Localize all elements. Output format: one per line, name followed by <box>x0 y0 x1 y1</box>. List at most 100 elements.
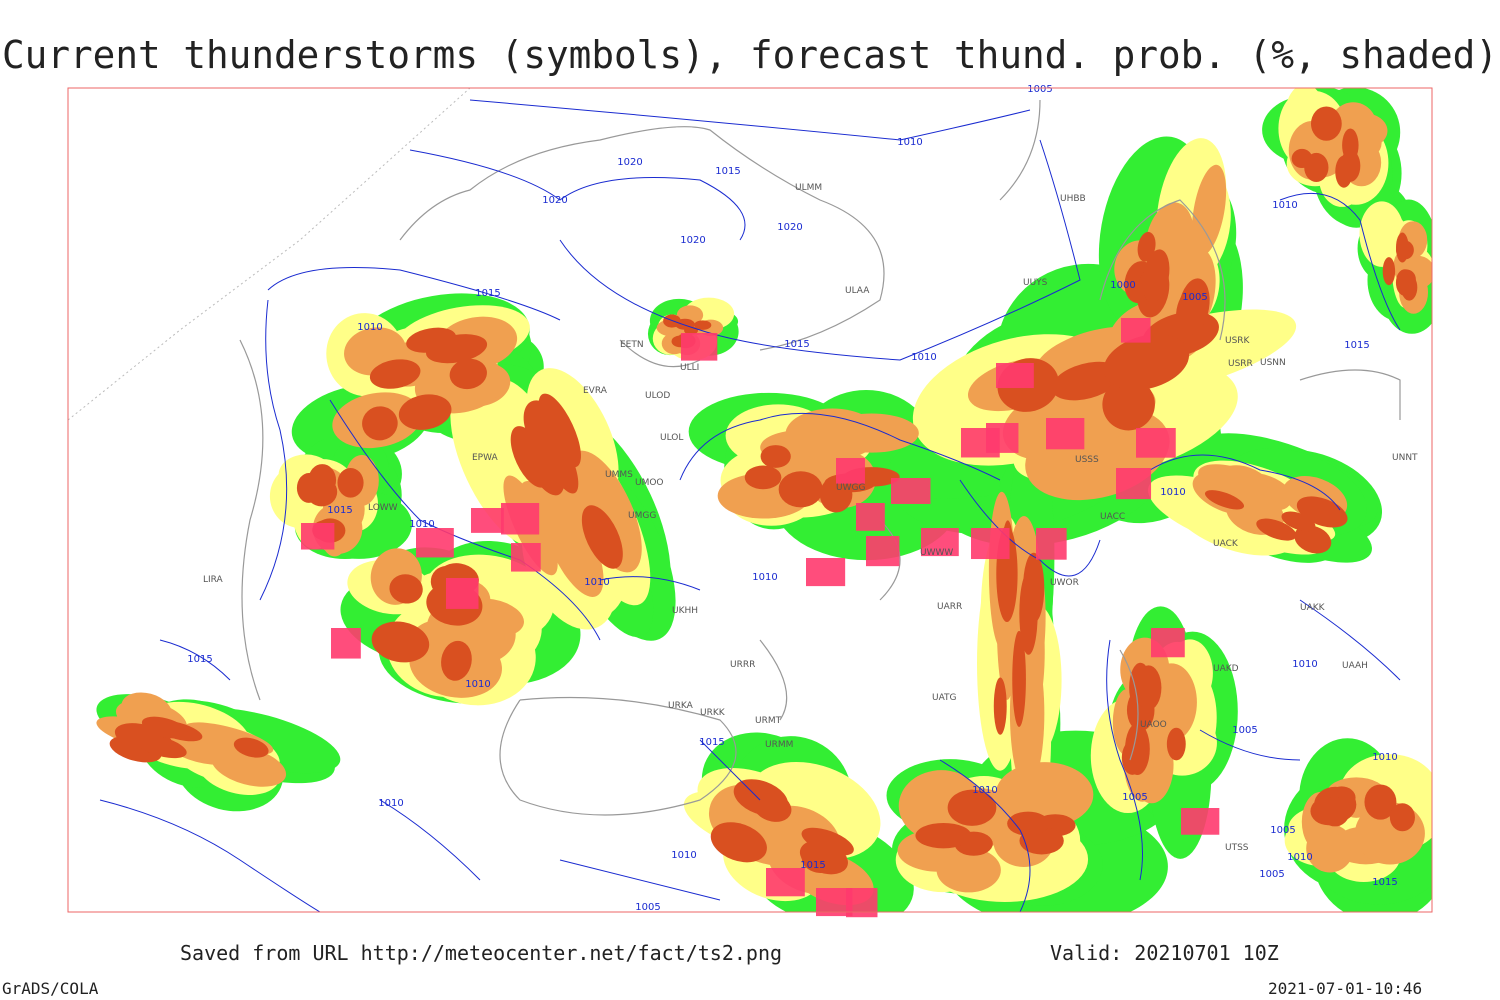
thunderstorm-symbol <box>681 333 718 361</box>
probability-area <box>1191 164 1227 256</box>
station-label: URMM <box>765 740 793 750</box>
thunderstorm-symbol <box>416 528 454 558</box>
station-label: ULLI <box>680 363 699 373</box>
probability-area <box>1335 155 1353 188</box>
probability-area <box>538 393 581 468</box>
station-label: UWGG <box>836 483 865 493</box>
probability-area <box>371 621 430 663</box>
isobar-label: 1015 <box>475 288 500 299</box>
thunderstorm-symbol <box>1036 528 1067 560</box>
station-label: UMOO <box>635 478 664 488</box>
probability-area <box>1121 740 1143 775</box>
probability-area <box>1204 490 1245 510</box>
station-label: UARR <box>937 602 962 612</box>
isobar-label: 1005 <box>1182 292 1207 303</box>
station-label: USNN <box>1260 358 1286 368</box>
probability-area <box>398 394 452 430</box>
isobar-label: 1010 <box>972 785 997 796</box>
station-label: UUYS <box>1023 278 1048 288</box>
probability-area <box>1178 278 1210 335</box>
isobar-label: 1005 <box>1122 792 1147 803</box>
probability-area <box>778 471 823 508</box>
station-label: USSS <box>1075 455 1099 465</box>
map-frame <box>67 87 1433 913</box>
isobar-label: 1010 <box>897 137 922 148</box>
isobar-label: 1010 <box>1372 752 1397 763</box>
station-label: ULOL <box>660 433 683 443</box>
station-label: UWWW <box>920 548 953 558</box>
probability-area <box>337 467 364 498</box>
thunderstorm-symbol <box>836 458 865 484</box>
isobar-label: 1020 <box>542 195 567 206</box>
station-label: ULAA <box>845 286 870 296</box>
probability-area <box>369 359 421 389</box>
probability-area <box>1135 665 1162 711</box>
probability-area <box>760 445 791 468</box>
probability-area <box>947 789 997 826</box>
thunderstorm-symbol <box>766 868 805 897</box>
probability-area <box>581 505 623 569</box>
station-label: UACC <box>1100 512 1125 522</box>
probability-area <box>1256 518 1297 541</box>
station-label: UKHH <box>672 606 698 616</box>
probability-area <box>915 822 972 849</box>
isobar <box>99 99 1401 913</box>
station-label: UAKK <box>1300 603 1326 613</box>
probability-area <box>1396 232 1409 263</box>
probability-area <box>1401 274 1418 301</box>
probability-area <box>1320 797 1350 827</box>
probability-area <box>1301 502 1334 524</box>
thunderstorm-symbol <box>891 478 931 504</box>
probability-area <box>389 574 423 604</box>
thunderstorm-symbol <box>1181 808 1220 835</box>
probability-area <box>425 334 488 364</box>
map-labels: 1020 1020 1020 1020 1015 1015 1015 1015 1015 1015… <box>187 84 1418 913</box>
probability-area <box>441 640 472 681</box>
isobar-label: 1010 <box>911 352 936 363</box>
station-label: UMMS <box>605 470 633 480</box>
station-label: EPWA <box>472 453 499 463</box>
isobar-label: 1015 <box>800 860 825 871</box>
probability-area <box>135 735 187 759</box>
isobar-label: 1005 <box>635 902 660 913</box>
thunderstorm-symbol <box>331 628 361 659</box>
station-label: URKK <box>700 708 726 718</box>
thunderstorm-symbol <box>1136 428 1176 458</box>
station-label: UAOO <box>1140 720 1167 730</box>
probability-area <box>1304 152 1329 183</box>
isobar-label: 1010 <box>1272 200 1297 211</box>
probability-area <box>744 465 782 490</box>
isobar-label: 1010 <box>1287 852 1312 863</box>
isobar-label: 1015 <box>699 737 724 748</box>
station-label: LIRA <box>203 575 224 585</box>
isobar-label: 1005 <box>1259 869 1284 880</box>
thunderstorm-symbol <box>501 503 540 535</box>
probability-area <box>1103 334 1190 390</box>
probability-area <box>1012 630 1026 727</box>
isobar-label: 1015 <box>187 654 212 665</box>
probability-area <box>1137 231 1156 262</box>
station-label: ULMM <box>795 183 822 193</box>
probability-area <box>141 716 188 739</box>
valid-time: Valid: 20210701 10Z <box>1050 941 1279 965</box>
probability-area <box>518 480 563 550</box>
thunderstorm-symbol <box>1116 468 1152 500</box>
probability-area <box>801 827 854 856</box>
isobar-label: 1005 <box>1232 725 1257 736</box>
probability-area <box>694 320 712 330</box>
isobar-label: 1015 <box>1372 877 1397 888</box>
thunderstorm-symbol <box>471 508 504 533</box>
probability-area <box>523 430 565 496</box>
isobar-label: 1010 <box>584 577 609 588</box>
isobar-label: 1010 <box>752 572 777 583</box>
thunderstorm-symbol <box>511 543 541 572</box>
isobar-label: 1010 <box>1292 659 1317 670</box>
station-label: UACK <box>1213 539 1239 549</box>
map-title: Current thunderstorms (symbols), forecas… <box>2 33 1498 77</box>
probability-area <box>1389 803 1415 832</box>
thunderstorm-symbol <box>986 423 1019 453</box>
isobar-label: 1010 <box>1160 487 1185 498</box>
probability-area <box>936 847 1001 893</box>
probability-area <box>449 358 487 390</box>
